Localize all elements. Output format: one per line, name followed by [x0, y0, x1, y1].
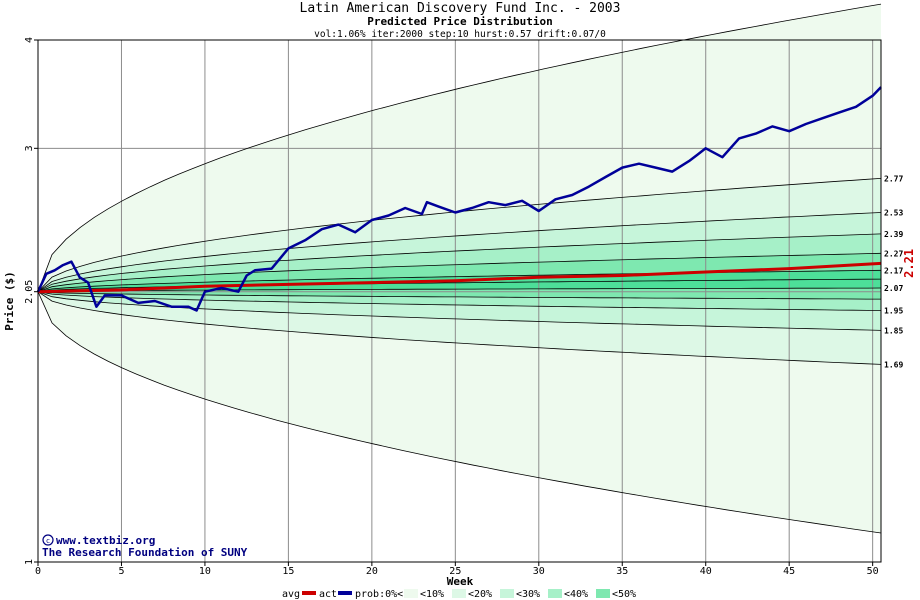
y-tick-label-2.05: 2.05 [24, 280, 35, 304]
x-tick-label-5: 5 [118, 566, 124, 577]
end-label-2.17: 2.17 [884, 266, 903, 275]
y-tick-label-1: 1 [24, 559, 35, 565]
chart-title: Latin American Discovery Fund Inc. - 200… [300, 1, 621, 16]
percentile-line-9 [37, 233, 882, 293]
percentile-line-12 [37, 3, 882, 292]
x-tick-label-50: 50 [867, 566, 879, 577]
percentile-line-8 [37, 252, 882, 293]
legend-band40-swatch [596, 589, 610, 598]
chart-subtitle: Predicted Price Distribution [367, 15, 552, 28]
end-label-1.85: 1.85 [884, 326, 903, 335]
watermark-site: www.textbiz.org [56, 534, 155, 547]
x-tick-label-40: 40 [700, 566, 712, 577]
legend-prob0-label: prob:0%< [355, 589, 403, 600]
legend-prob50-label: <50% [612, 589, 636, 600]
x-tick-label-0: 0 [35, 566, 41, 577]
legend-prob10-label: <10% [420, 589, 444, 600]
y-tick-label-3: 3 [24, 145, 35, 151]
x-tick-label-15: 15 [282, 566, 294, 577]
series-line-avg [37, 261, 882, 294]
x-tick-label-25: 25 [449, 566, 461, 577]
end-label-2.39: 2.39 [884, 230, 903, 239]
legend-avg-swatch [302, 591, 316, 595]
legend-prob20-label: <20% [468, 589, 492, 600]
y-axis-label: Price ($) [3, 271, 16, 331]
series-line-act [36, 86, 882, 312]
watermark: c www.textbiz.org The Research Foundatio… [42, 534, 248, 559]
series-lines [36, 86, 882, 312]
y-tick-label-4: 4 [24, 37, 35, 43]
x-tick-label-30: 30 [533, 566, 545, 577]
copyright-icon [42, 534, 54, 546]
legend-band10-swatch [452, 589, 466, 598]
legend-prob30-label: <30% [516, 589, 540, 600]
percentile-line-0 [37, 291, 882, 534]
legend-avg-label: avg [282, 589, 300, 600]
percentile-line-3 [37, 291, 882, 311]
plot-frame [37, 39, 882, 563]
copyright-icon-c: c [46, 537, 50, 545]
end-label-2.53: 2.53 [884, 208, 903, 217]
chart-params: vol:1.06% iter:2000 step:10 hurst:0.57 d… [314, 29, 606, 40]
legend-band0-swatch [404, 589, 418, 598]
end-label-1.69: 1.69 [884, 360, 903, 369]
end-label-2.07: 2.07 [884, 284, 903, 293]
percentile-line-10 [37, 212, 882, 293]
end-label-1.95: 1.95 [884, 307, 903, 316]
end-label-2.77: 2.77 [884, 174, 903, 183]
x-tick-label-35: 35 [616, 566, 628, 577]
percentile-line-5 [37, 287, 882, 293]
watermark-org: The Research Foundation of SUNY [42, 546, 248, 559]
percentile-line-1 [37, 291, 882, 365]
end-label-2.27: 2.27 [884, 249, 903, 258]
current-price-label: 2.21 [902, 249, 916, 278]
x-tick-label-45: 45 [783, 566, 795, 577]
percentile-line-4 [37, 291, 881, 300]
axis-ticks: 0 5 10 15 20 25 30 35 40 45 50 1 2.05 3 4 2.77 2.53 2.39 2… [24, 37, 916, 577]
legend-act-label: act [319, 589, 337, 600]
x-tick-label-10: 10 [199, 566, 211, 577]
legend-prob40-label: <40% [564, 589, 588, 600]
percentile-line-7 [37, 269, 882, 293]
legend-band20-swatch [500, 589, 514, 598]
x-tick-label-20: 20 [366, 566, 378, 577]
legend-band30-swatch [548, 589, 562, 598]
legend: avg act prob:0%< <10% <20% <30% <40% <50… [282, 589, 636, 600]
x-axis-label: Week [447, 575, 474, 588]
legend-act-swatch [338, 591, 352, 595]
